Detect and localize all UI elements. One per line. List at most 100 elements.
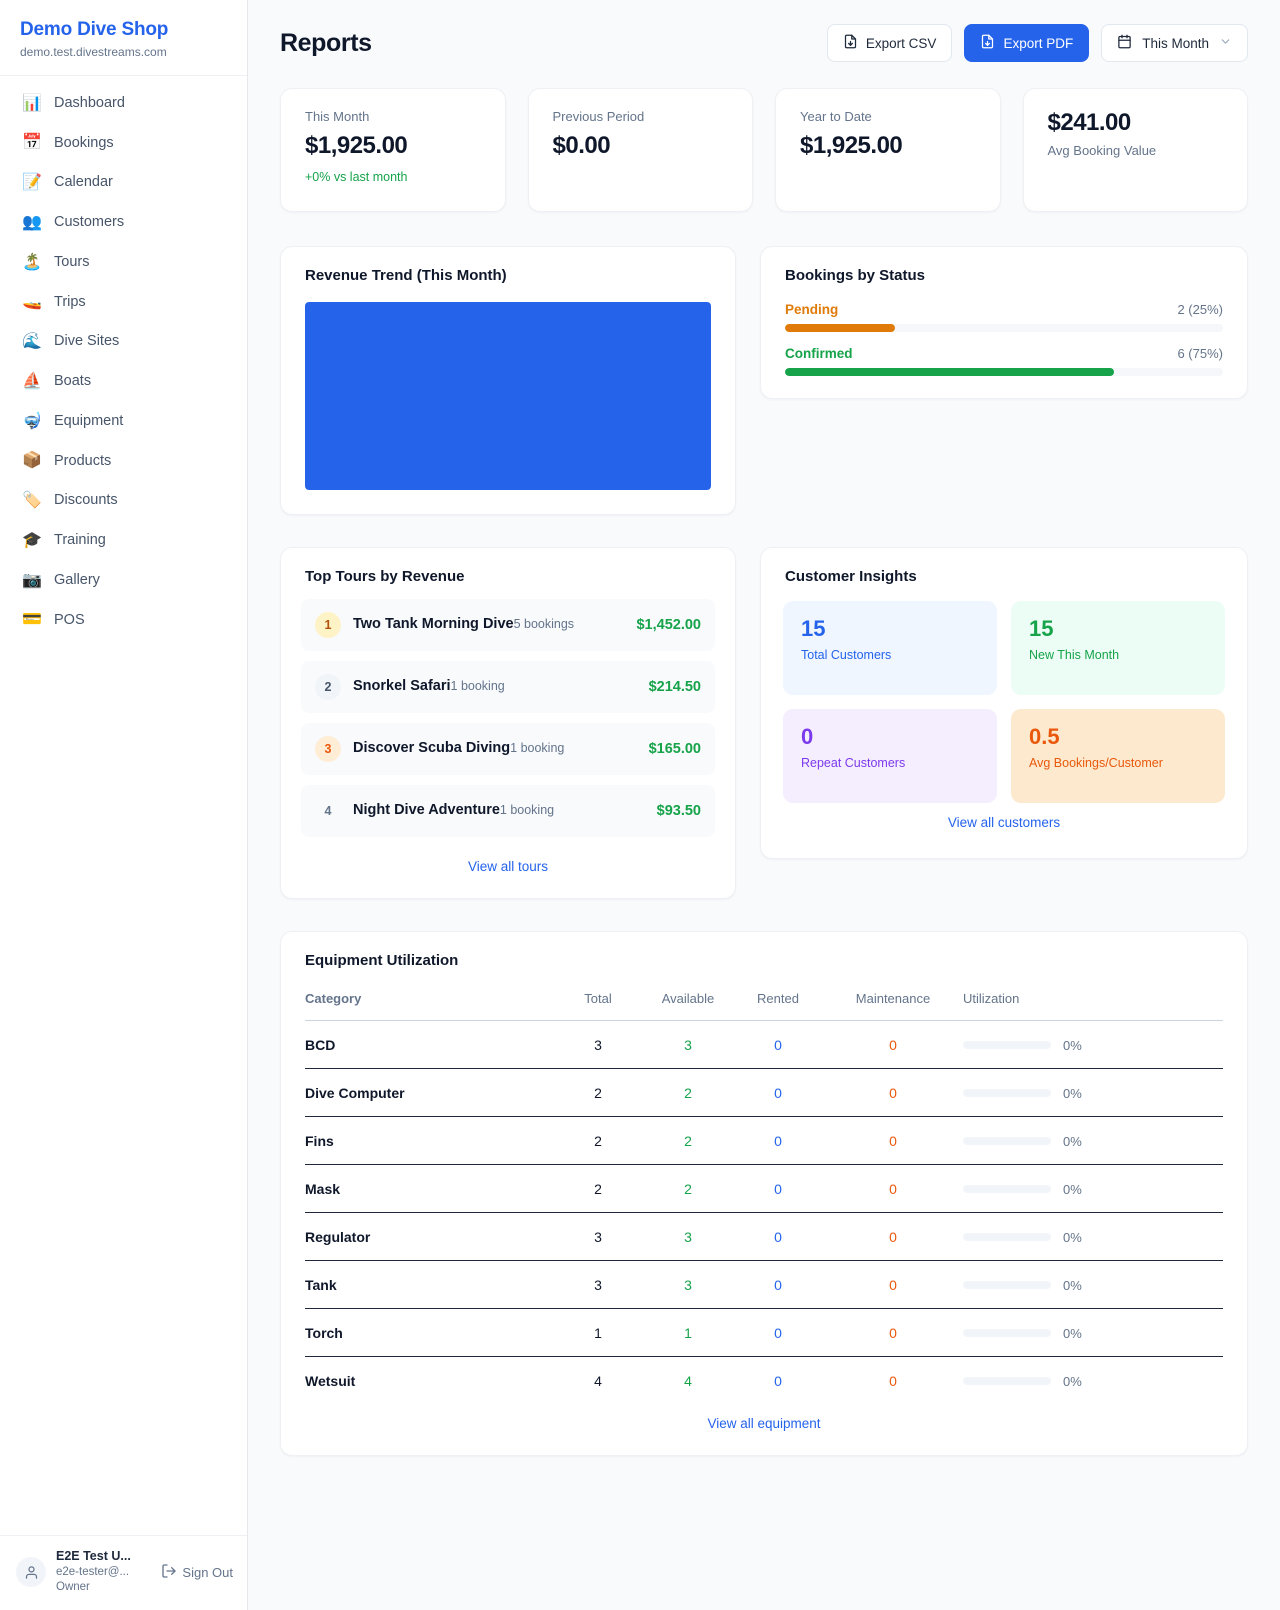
- sidebar-item-tours[interactable]: 🏝️ Tours: [0, 243, 247, 283]
- view-all-tours-link[interactable]: View all tours: [467, 859, 549, 874]
- equipment-total: 3: [553, 1020, 643, 1069]
- training-icon: 🎓: [22, 531, 42, 549]
- brand-domain: demo.test.divestreams.com: [20, 44, 167, 59]
- equipment-category: Mask: [305, 1164, 553, 1213]
- table-row: Torch 1 1 0 0 0%: [305, 1308, 1223, 1357]
- tour-name: Two Tank Morning Dive: [353, 616, 514, 633]
- period-label: This Month: [1142, 35, 1209, 51]
- sidebar-item-label: Equipment: [54, 412, 124, 429]
- insight-label: Total Customers: [801, 648, 892, 663]
- tour-name: Discover Scuba Diving: [353, 740, 511, 757]
- chevron-down-icon: [1219, 35, 1232, 51]
- dive-sites-icon: 🌊: [22, 333, 42, 351]
- equipment-utilization-cell: 0%: [963, 1308, 1223, 1357]
- tour-meta: Night Dive Adventure1 booking: [353, 801, 645, 821]
- insight-tile: 15 New This Month: [1011, 601, 1225, 695]
- view-all-customers-link[interactable]: View all customers: [947, 815, 1061, 830]
- sidebar-item-boats[interactable]: ⛵ Boats: [0, 362, 247, 402]
- equipment-available: 1: [643, 1308, 733, 1357]
- utilization-progress-track: [963, 1233, 1051, 1241]
- sidebar-item-dashboard[interactable]: 📊 Dashboard: [0, 84, 247, 124]
- sidebar-item-discounts[interactable]: 🏷️ Discounts: [0, 481, 247, 521]
- equipment-total: 3: [553, 1212, 643, 1261]
- tour-list-item[interactable]: 1 Two Tank Morning Dive5 bookings $1,452.0…: [301, 599, 715, 651]
- view-all-equipment-link[interactable]: View all equipment: [707, 1416, 821, 1431]
- brand-name: Demo Dive Shop: [20, 19, 169, 40]
- utilization-percent: 0%: [1063, 1277, 1082, 1293]
- table-row: Fins 2 2 0 0 0%: [305, 1116, 1223, 1165]
- customer-insights-grid: 15 Total Customers 15 New This Month 0 Repeat…: [783, 601, 1225, 803]
- equipment-maintenance: 0: [823, 1212, 963, 1261]
- equipment-available: 3: [643, 1020, 733, 1069]
- export-pdf-button[interactable]: Export PDF: [964, 24, 1090, 62]
- sidebar-item-equipment[interactable]: 🤿 Equipment: [0, 402, 247, 442]
- customer-insights-title: Customer Insights: [785, 568, 917, 585]
- stat-value: $1,925.00: [305, 132, 408, 159]
- brand-block[interactable]: Demo Dive Shop demo.test.divestreams.com: [0, 0, 247, 76]
- tour-list-item[interactable]: 3 Discover Scuba Diving1 booking $165.00: [301, 723, 715, 775]
- tour-meta: Two Tank Morning Dive5 bookings: [353, 615, 624, 635]
- insight-label: New This Month: [1029, 648, 1120, 663]
- sidebar-item-label: Boats: [54, 373, 92, 389]
- equipment-rented: 0: [733, 1020, 823, 1069]
- sidebar-item-label: Calendar: [54, 174, 113, 191]
- tour-bookings-count: 1 booking: [510, 741, 565, 756]
- utilization-progress-track: [963, 1137, 1051, 1145]
- page-title: Reports: [280, 28, 372, 57]
- equipment-rented: 0: [733, 1260, 823, 1309]
- sidebar-item-label: Training: [54, 532, 106, 548]
- equipment-table-header-row: Category Total Available Rented Maintena…: [305, 983, 1223, 1021]
- sidebar-item-customers[interactable]: 👥 Customers: [0, 203, 247, 243]
- period-selector[interactable]: This Month: [1101, 24, 1248, 62]
- equipment-maintenance: 0: [823, 1260, 963, 1309]
- sidebar-item-bookings[interactable]: 📅 Bookings: [0, 124, 247, 164]
- sidebar-item-gallery[interactable]: 📷 Gallery: [0, 561, 247, 601]
- user-email: e2e-tester@...: [56, 1565, 130, 1578]
- equipment-category: Regulator: [305, 1212, 553, 1261]
- column-available: Available: [661, 991, 715, 1006]
- sidebar-item-calendar[interactable]: 📝 Calendar: [0, 163, 247, 203]
- equipment-total: 1: [553, 1308, 643, 1357]
- tour-bookings-count: 5 bookings: [513, 617, 575, 632]
- equipment-category: Wetsuit: [305, 1356, 553, 1404]
- sidebar-item-label: Dashboard: [54, 94, 125, 111]
- revenue-trend-title: Revenue Trend (This Month): [305, 267, 507, 284]
- equipment-table-head: Category Total Available Rented Maintena…: [305, 983, 1223, 1021]
- sign-out-button[interactable]: Sign Out: [157, 1563, 233, 1582]
- status-progress-fill: [785, 324, 895, 332]
- sidebar-item-dive-sites[interactable]: 🌊 Dive Sites: [0, 322, 247, 362]
- table-row: Dive Computer 2 2 0 0 0%: [305, 1068, 1223, 1117]
- tour-list-item[interactable]: 4 Night Dive Adventure1 booking $93.50: [301, 785, 715, 837]
- stat-delta: +0% vs last month: [305, 170, 408, 184]
- sidebar-item-training[interactable]: 🎓 Training: [0, 521, 247, 561]
- equipment-rented: 0: [733, 1212, 823, 1261]
- equipment-maintenance: 0: [823, 1020, 963, 1069]
- top-tours-list: 1 Two Tank Morning Dive5 bookings $1,452.0…: [281, 585, 735, 898]
- equipment-total: 4: [553, 1356, 643, 1404]
- tour-list-item[interactable]: 2 Snorkel Safari1 booking $214.50: [301, 661, 715, 713]
- equipment-available: 3: [643, 1260, 733, 1309]
- file-download-icon: [843, 34, 858, 52]
- trips-icon: 🚤: [22, 293, 42, 311]
- sidebar-item-products[interactable]: 📦 Products: [0, 442, 247, 482]
- tour-rank-badge: 2: [315, 674, 341, 700]
- stat-card: Year to Date $1,925.00: [775, 88, 1001, 212]
- stat-label: This Month: [305, 109, 370, 124]
- insight-value: 15: [801, 616, 826, 641]
- status-progress-track: [785, 368, 1223, 376]
- column-rented: Rented: [757, 991, 799, 1006]
- table-row: BCD 3 3 0 0 0%: [305, 1020, 1223, 1069]
- export-csv-button[interactable]: Export CSV: [826, 24, 953, 62]
- utilization-percent: 0%: [1063, 1373, 1082, 1389]
- tour-meta: Discover Scuba Diving1 booking: [353, 739, 637, 759]
- equipment-maintenance: 0: [823, 1356, 963, 1404]
- equipment-rented: 0: [733, 1308, 823, 1357]
- insight-value: 15: [1029, 616, 1054, 641]
- avg-booking-value: $241.00: [1047, 109, 1132, 136]
- tour-name: Night Dive Adventure: [353, 802, 500, 819]
- equipment-utilization-cell: 0%: [963, 1164, 1223, 1213]
- equipment-maintenance: 0: [823, 1068, 963, 1117]
- equipment-utilization-card: Equipment Utilization Category Total Ava…: [280, 931, 1248, 1456]
- sidebar-item-pos[interactable]: 💳 POS: [0, 601, 247, 641]
- sidebar-item-trips[interactable]: 🚤 Trips: [0, 283, 247, 323]
